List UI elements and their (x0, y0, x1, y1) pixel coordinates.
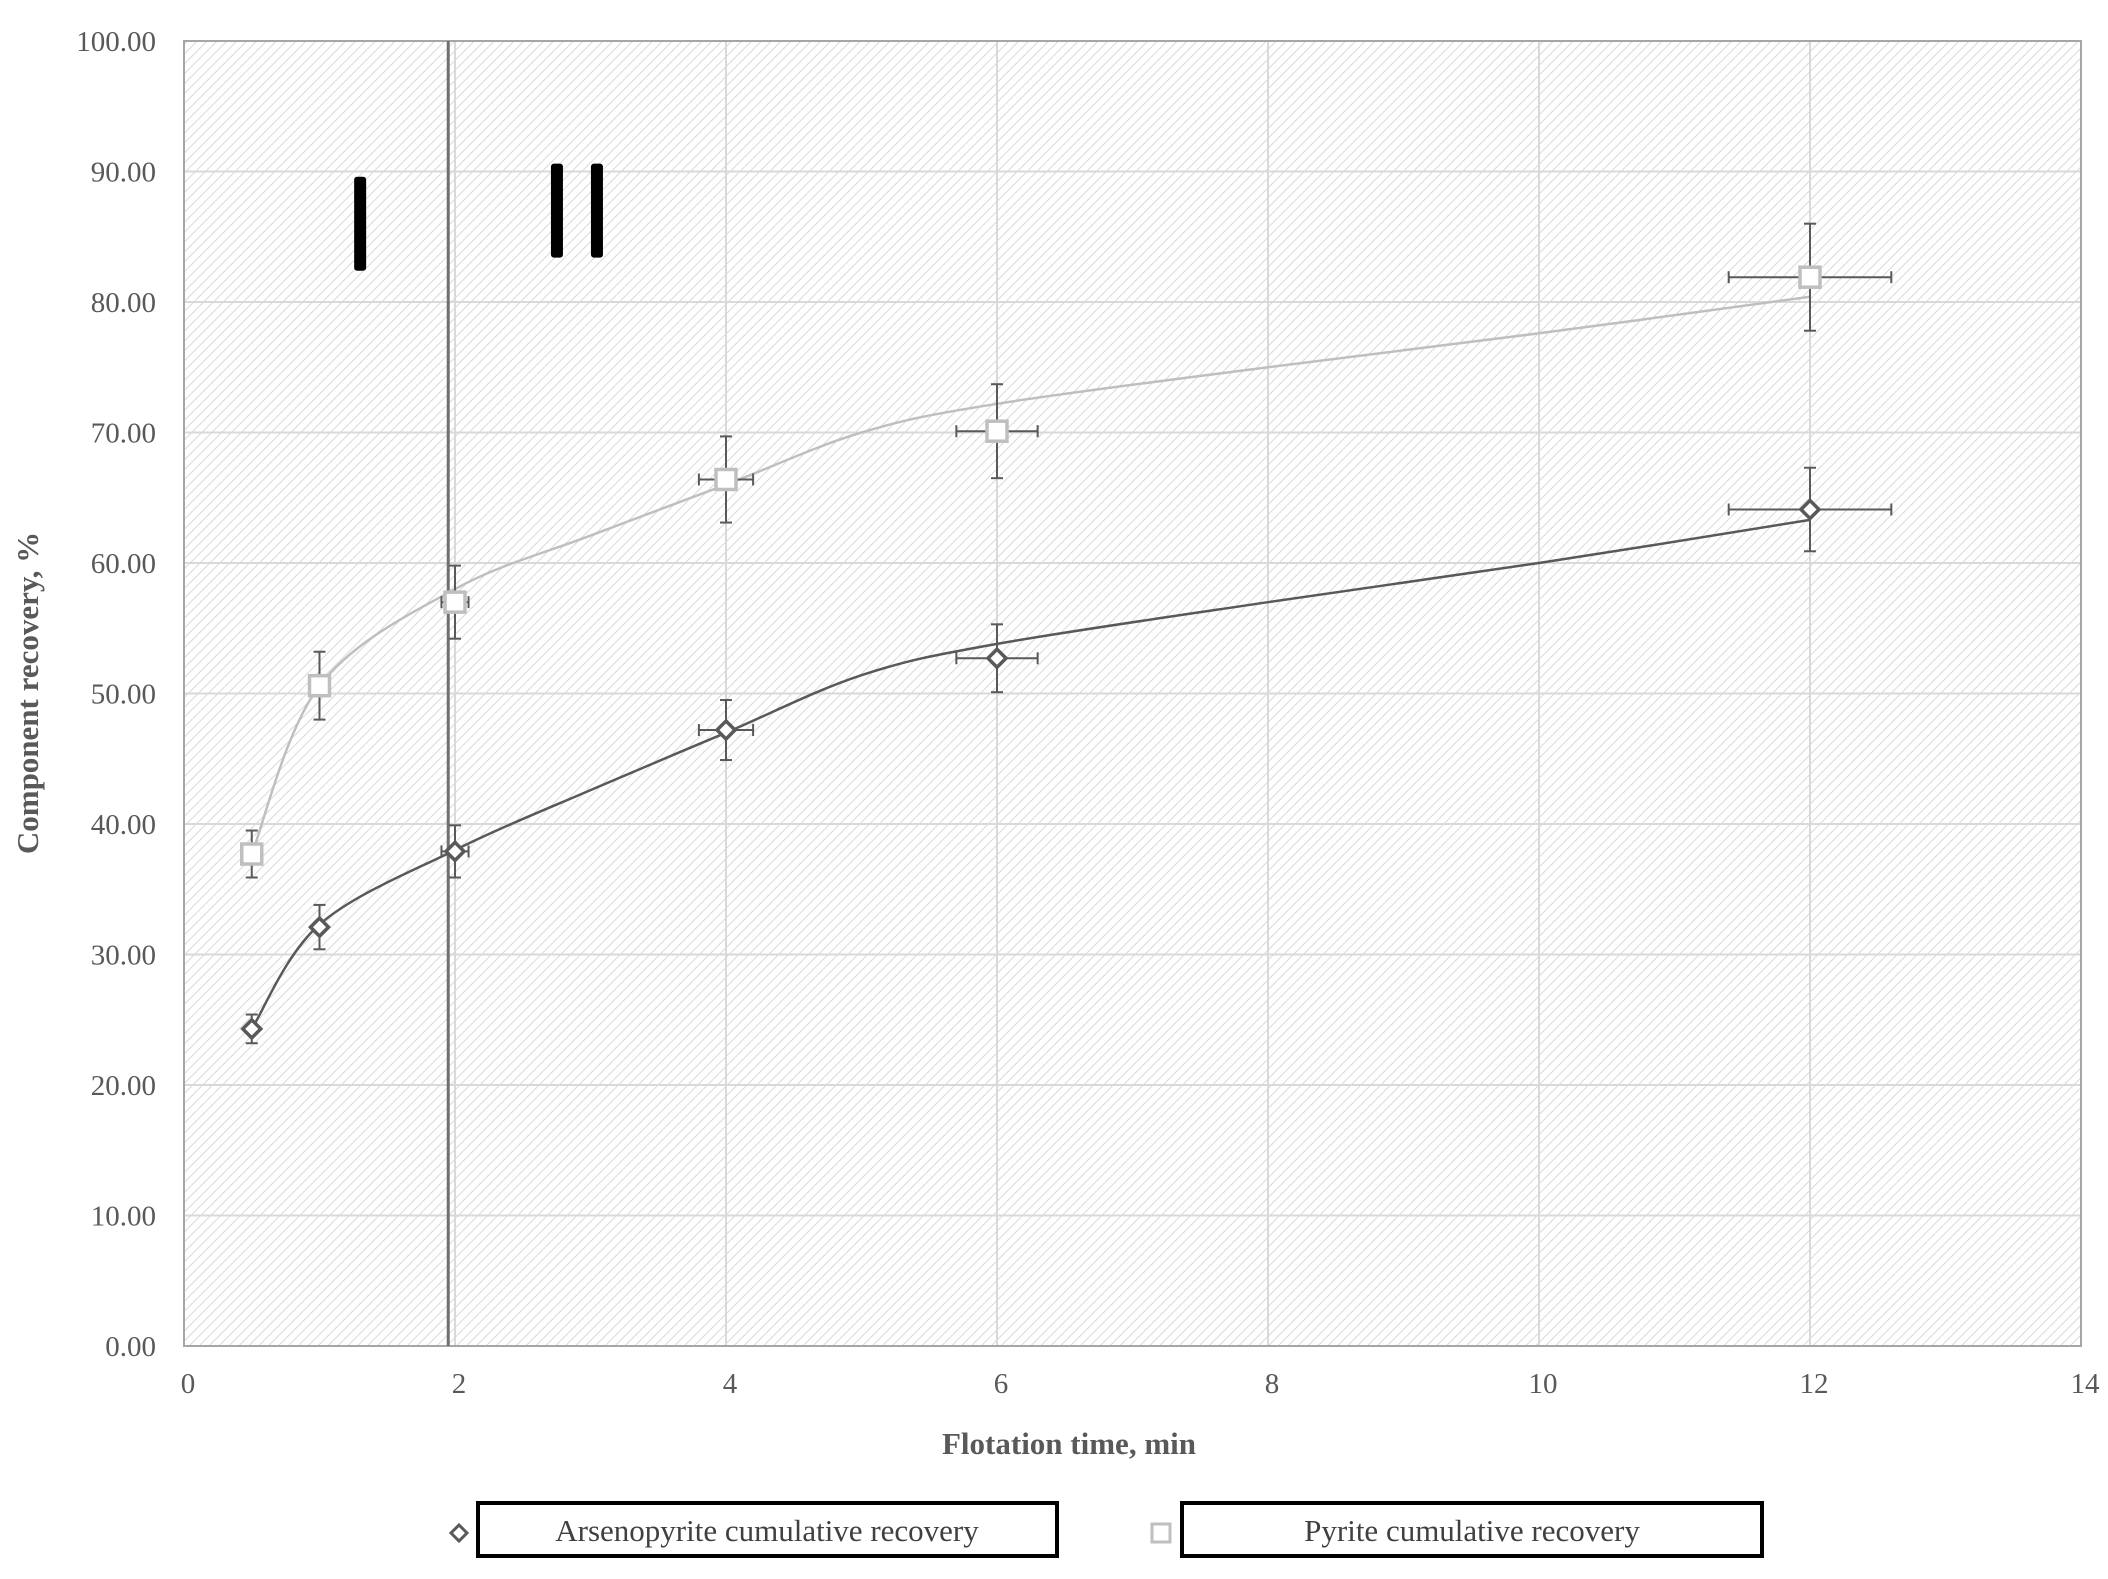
y-tick-label: 20.00 (91, 1070, 156, 1102)
data-point-diamond (714, 718, 738, 742)
stage-divider (354, 41, 603, 1346)
region-label-stroke (354, 176, 367, 271)
y-tick-label: 40.00 (91, 809, 156, 841)
x-tick-label: 4 (723, 1368, 738, 1400)
region-label-stroke (590, 163, 603, 258)
axis-ticks: 0.00 10.00 20.00 30.00 40.00 50.00 60.00 70.00 8… (76, 26, 2100, 1400)
data-point-square (307, 673, 332, 698)
x-tick-label: 2 (452, 1368, 467, 1400)
region-label-2 (550, 163, 603, 258)
x-axis-title: Flotation time, min (942, 1426, 1196, 1461)
region-label-stroke (550, 163, 563, 258)
y-tick-label: 90.00 (91, 157, 156, 189)
y-tick-label: 0.00 (105, 1331, 156, 1363)
data-point-square (714, 467, 738, 492)
legend-box-pyrite (1180, 1501, 1764, 1558)
data-point-diamond (240, 1017, 264, 1041)
x-tick-label: 6 (994, 1368, 1009, 1400)
x-tick-label: 0 (181, 1368, 196, 1400)
data-point-square (240, 842, 264, 866)
data-point-square (985, 419, 1009, 443)
y-tick-label: 60.00 (91, 548, 156, 580)
trend-curve (250, 518, 1811, 1030)
legend-diamond-marker (448, 1522, 470, 1544)
data-point-square (1798, 265, 1822, 289)
y-tick-label: 80.00 (91, 287, 156, 319)
legend: Arsenopyrite cumulative recovery Pyrite … (448, 1501, 1764, 1558)
plot-border (183, 40, 2082, 1347)
region-label-1 (354, 176, 367, 271)
data-point-diamond (1798, 498, 1822, 521)
data-series (240, 222, 1893, 1045)
grid-lines (184, 41, 2081, 1346)
y-tick-label: 10.00 (91, 1201, 156, 1233)
y-tick-label: 100.00 (76, 26, 156, 58)
series-arsenopyrite (240, 466, 1893, 1045)
data-point-diamond (308, 915, 331, 939)
data-point-diamond (985, 646, 1009, 670)
y-axis-title: Component recovery, % (10, 532, 45, 854)
y-tick-label: 50.00 (91, 679, 156, 711)
legend-square-marker (1150, 1522, 1172, 1544)
x-tick-label: 8 (1265, 1368, 1280, 1400)
legend-box-arsenopyrite (476, 1501, 1059, 1558)
y-tick-label: 70.00 (91, 418, 156, 450)
legend-item-arsenopyrite[interactable]: Arsenopyrite cumulative recovery (448, 1501, 1059, 1558)
legend-label-arsenopyrite: Arsenopyrite cumulative recovery (555, 1513, 979, 1548)
series-pyrite (240, 222, 1893, 879)
x-tick-label: 12 (1800, 1368, 1829, 1400)
trend-curve (250, 295, 1811, 855)
legend-label-pyrite: Pyrite cumulative recovery (1304, 1513, 1640, 1548)
data-point-square (443, 590, 467, 614)
x-tick-label: 14 (2071, 1368, 2101, 1400)
y-tick-label: 30.00 (91, 940, 156, 972)
x-tick-label: 10 (1529, 1368, 1558, 1400)
legend-item-pyrite[interactable]: Pyrite cumulative recovery (1150, 1501, 1764, 1558)
data-point-diamond (443, 839, 467, 863)
